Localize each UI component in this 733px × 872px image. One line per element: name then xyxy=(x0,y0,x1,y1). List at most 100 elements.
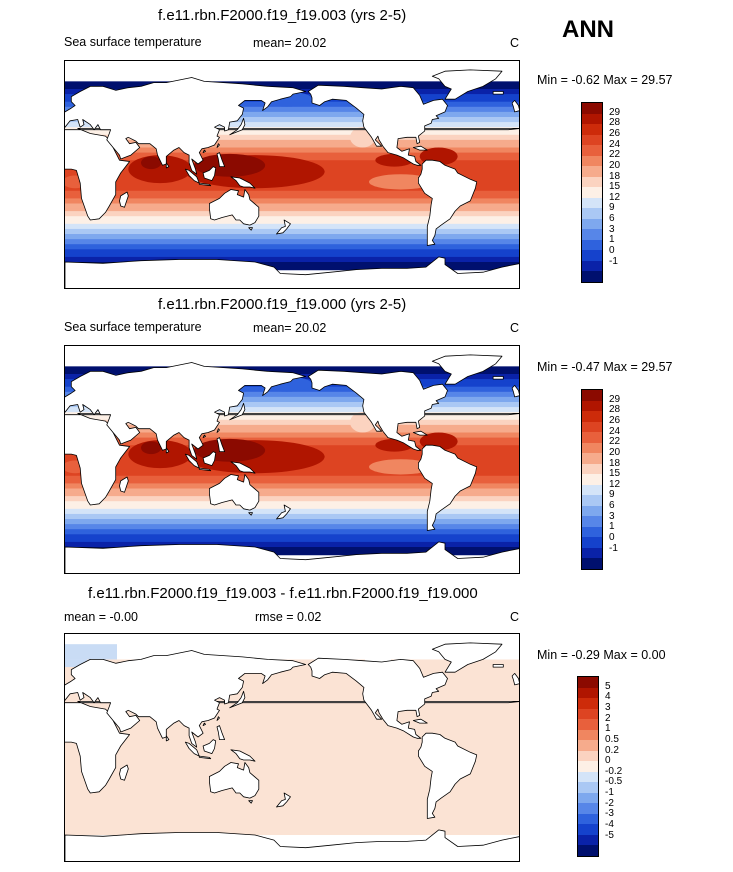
panel-2-mean-label: mean= 20.02 xyxy=(253,321,327,335)
sst-band xyxy=(65,503,519,507)
panel-1-variable-label: Sea surface temperature xyxy=(64,35,202,49)
land-outline xyxy=(216,725,226,740)
sst-band xyxy=(65,529,519,533)
sst-band xyxy=(65,493,519,497)
sst-band xyxy=(65,147,519,151)
colorbar-swatch xyxy=(582,442,602,454)
sst-band xyxy=(65,427,519,431)
colorbar-tick-label: 6 xyxy=(609,500,615,512)
sst-band xyxy=(65,254,519,258)
panel-1-colorbar xyxy=(581,102,603,283)
colorbar-swatch xyxy=(582,537,602,548)
colorbar-tick-label: 24 xyxy=(609,138,621,150)
land-outline xyxy=(165,162,170,169)
sst-band xyxy=(65,221,519,225)
sst-band xyxy=(65,437,519,441)
colorbar-swatch xyxy=(578,740,598,751)
colorbar-tick-label: -1 xyxy=(609,255,618,267)
panel-2-map xyxy=(64,345,520,574)
colorbar-swatch xyxy=(582,463,602,475)
colorbar-tick-label: 9 xyxy=(609,202,615,214)
colorbar-tick-label: 26 xyxy=(609,414,621,426)
sst-band xyxy=(65,83,519,88)
sst-band xyxy=(65,498,519,502)
sst-band xyxy=(65,228,519,233)
land-outline xyxy=(65,829,519,861)
colorbar-tick-label: -1 xyxy=(609,542,618,554)
cold-tongue xyxy=(369,459,433,475)
colorbar-tick-label: -4 xyxy=(605,819,614,831)
sst-band xyxy=(65,234,519,238)
sst-band xyxy=(65,155,519,159)
colorbar-swatch xyxy=(578,719,598,730)
land-outline xyxy=(208,189,260,226)
sst-band xyxy=(65,150,519,154)
colorbar-tick-label: 12 xyxy=(609,191,621,203)
diff-negative-patch xyxy=(65,644,117,660)
colorbar-swatch xyxy=(578,677,598,688)
colorbar-tick-label: 3 xyxy=(609,510,615,522)
colorbar-swatch xyxy=(582,390,602,401)
land-outline xyxy=(492,91,504,95)
sst-band xyxy=(65,190,519,194)
colorbar-tick-label: 20 xyxy=(609,159,621,171)
sst-band xyxy=(65,116,519,121)
land-outline xyxy=(230,749,256,762)
colorbar-swatch xyxy=(582,484,602,496)
sst-band xyxy=(65,244,519,248)
colorbar-tick-label: 28 xyxy=(609,117,621,129)
colorbar-tick-label: 1 xyxy=(609,521,615,533)
land-outline xyxy=(307,369,448,451)
land-outline xyxy=(202,451,217,466)
sst-band xyxy=(65,246,519,250)
land-outline xyxy=(208,762,260,799)
arabian-sea-warm xyxy=(141,156,162,170)
sst-band xyxy=(65,152,519,156)
colorbar-tick-label: 2 xyxy=(605,712,611,724)
colorbar-swatch xyxy=(582,400,602,412)
colorbar-tick-label: 22 xyxy=(609,149,621,161)
sst-band xyxy=(65,259,519,263)
colorbar-swatch xyxy=(582,113,602,125)
sst-band xyxy=(65,407,519,411)
colorbar-swatch xyxy=(578,834,598,846)
colorbar-swatch xyxy=(582,197,602,209)
sst-band xyxy=(65,519,519,523)
sst-band xyxy=(65,122,519,126)
colorbar-tick-label: 0 xyxy=(609,245,615,257)
colorbar-swatch xyxy=(582,229,602,240)
colorbar-swatch xyxy=(582,516,602,527)
sst-band xyxy=(65,511,519,515)
sst-band xyxy=(65,506,519,510)
colorbar-swatch xyxy=(582,271,602,282)
land-outline xyxy=(276,504,291,520)
sst-band xyxy=(65,391,519,395)
land-outline xyxy=(216,152,226,167)
colorbar-swatch xyxy=(582,526,602,538)
land-outline xyxy=(65,541,519,573)
land-outline xyxy=(216,437,226,452)
colorbar-swatch xyxy=(582,505,602,517)
colorbar-swatch xyxy=(578,845,598,856)
panel-1-map xyxy=(64,60,520,289)
land-outline xyxy=(65,701,519,794)
sst-band xyxy=(65,213,519,217)
sst-band xyxy=(65,249,519,253)
land-outline xyxy=(198,467,212,472)
land-outline xyxy=(431,69,503,100)
sst-band xyxy=(65,414,519,418)
colorbar-tick-label: 5 xyxy=(605,680,611,692)
land-outline xyxy=(216,143,220,148)
panel-2-colorbar xyxy=(581,389,603,570)
land-outline xyxy=(65,413,519,506)
land-outline xyxy=(511,100,519,113)
sst-band xyxy=(65,239,519,243)
land-outline xyxy=(229,117,246,136)
sst-band xyxy=(65,524,519,528)
sst-band xyxy=(65,541,519,546)
land-outline xyxy=(248,512,253,516)
land-outline xyxy=(248,800,253,804)
land-outline xyxy=(412,430,428,436)
land-outline xyxy=(119,764,129,781)
land-outline xyxy=(511,673,519,686)
